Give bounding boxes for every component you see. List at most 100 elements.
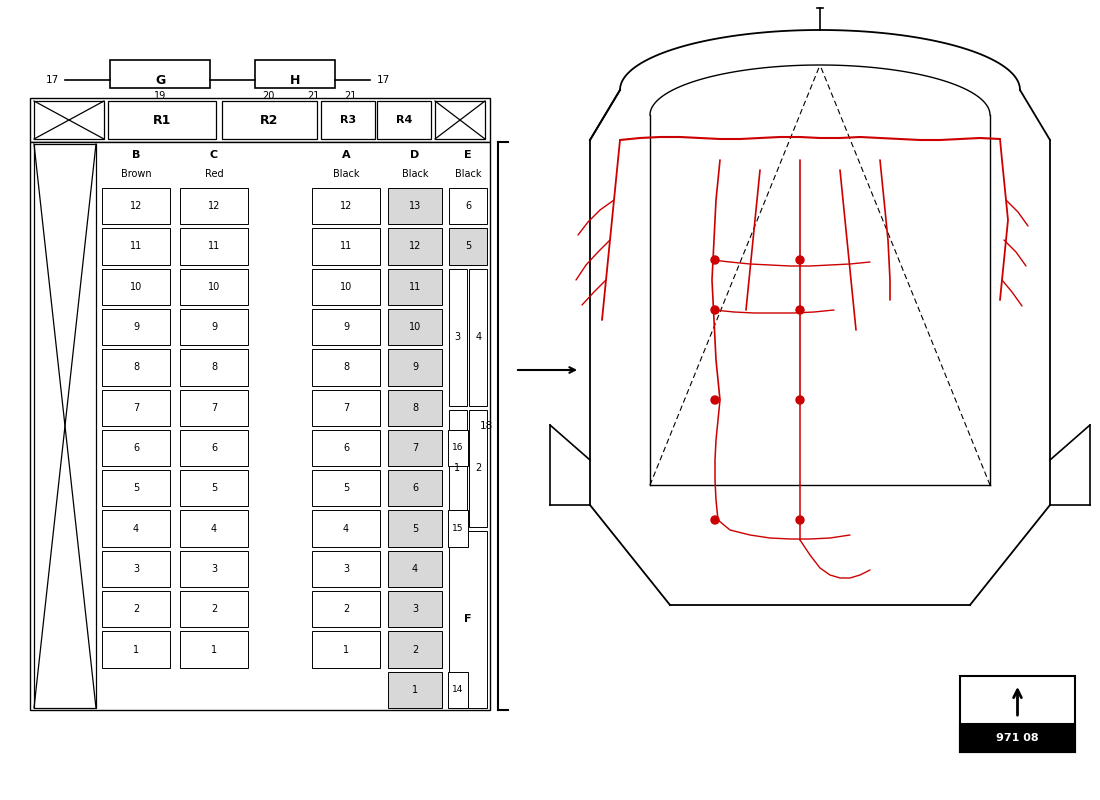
- Bar: [449, 228, 487, 265]
- Text: 2: 2: [343, 604, 349, 614]
- Bar: [449, 410, 468, 526]
- Bar: [102, 188, 170, 224]
- Text: 6: 6: [411, 483, 418, 494]
- Bar: [448, 430, 468, 466]
- Bar: [321, 101, 375, 139]
- Bar: [180, 350, 248, 386]
- Text: a passion for: a passion for: [208, 623, 452, 657]
- Text: 3: 3: [454, 332, 461, 342]
- Bar: [448, 510, 468, 546]
- Bar: [30, 142, 489, 710]
- Bar: [180, 269, 248, 305]
- Text: 3: 3: [133, 564, 139, 574]
- Bar: [388, 672, 442, 708]
- Bar: [449, 188, 487, 224]
- Bar: [960, 676, 1075, 752]
- Text: 4: 4: [411, 564, 418, 574]
- Text: 4: 4: [475, 332, 482, 342]
- Bar: [222, 101, 317, 139]
- Text: Black: Black: [454, 169, 482, 178]
- Text: 4: 4: [211, 524, 217, 534]
- Circle shape: [796, 516, 804, 524]
- Text: 21: 21: [307, 91, 319, 101]
- Circle shape: [796, 396, 804, 404]
- Text: 6: 6: [465, 201, 471, 211]
- Text: 7: 7: [211, 402, 217, 413]
- Text: 2: 2: [411, 645, 418, 654]
- Text: A: A: [342, 150, 350, 160]
- Bar: [102, 228, 170, 265]
- Text: R2: R2: [261, 114, 278, 126]
- Bar: [102, 430, 170, 466]
- Text: 16: 16: [452, 443, 464, 453]
- Text: 1: 1: [343, 645, 349, 654]
- Bar: [102, 591, 170, 627]
- Text: 6: 6: [211, 443, 217, 453]
- Text: 9: 9: [343, 322, 349, 332]
- Bar: [312, 269, 380, 305]
- Text: E: E: [464, 150, 472, 160]
- Text: 11: 11: [409, 282, 421, 292]
- Bar: [388, 309, 442, 346]
- Text: Brown: Brown: [121, 169, 152, 178]
- Bar: [448, 672, 468, 708]
- Text: Black: Black: [332, 169, 360, 178]
- Circle shape: [711, 396, 719, 404]
- Bar: [960, 724, 1075, 752]
- Text: 5: 5: [343, 483, 349, 494]
- Bar: [388, 390, 442, 426]
- Text: 2: 2: [475, 463, 482, 473]
- Bar: [102, 309, 170, 346]
- Text: 9: 9: [411, 362, 418, 372]
- Text: F: F: [464, 614, 472, 624]
- Text: euro: euro: [87, 506, 373, 614]
- Bar: [102, 550, 170, 587]
- Text: 8: 8: [411, 402, 418, 413]
- Text: R4: R4: [396, 115, 412, 125]
- Bar: [388, 591, 442, 627]
- Bar: [388, 510, 442, 546]
- Bar: [180, 390, 248, 426]
- Text: 17: 17: [376, 75, 389, 85]
- Bar: [312, 631, 380, 668]
- Bar: [102, 269, 170, 305]
- Text: 3: 3: [211, 564, 217, 574]
- Bar: [180, 228, 248, 265]
- Bar: [180, 188, 248, 224]
- Bar: [102, 350, 170, 386]
- Text: 21: 21: [344, 91, 356, 101]
- Bar: [30, 98, 489, 142]
- Text: 1: 1: [411, 685, 418, 695]
- Text: 9: 9: [133, 322, 139, 332]
- Text: Black: Black: [402, 169, 428, 178]
- Bar: [388, 228, 442, 265]
- Bar: [102, 510, 170, 546]
- Text: 3: 3: [343, 564, 349, 574]
- Text: 10: 10: [208, 282, 220, 292]
- Text: 15: 15: [452, 524, 464, 533]
- Bar: [34, 144, 96, 708]
- Bar: [388, 550, 442, 587]
- Text: 7: 7: [343, 402, 349, 413]
- Text: 12: 12: [208, 201, 220, 211]
- Text: 10: 10: [409, 322, 421, 332]
- Text: 1: 1: [133, 645, 139, 654]
- Text: 4: 4: [133, 524, 139, 534]
- Bar: [449, 269, 468, 406]
- Bar: [312, 430, 380, 466]
- Text: 12: 12: [340, 201, 352, 211]
- Text: Red: Red: [205, 169, 223, 178]
- Text: 8: 8: [211, 362, 217, 372]
- Bar: [469, 410, 487, 526]
- Bar: [312, 470, 380, 506]
- Circle shape: [711, 516, 719, 524]
- Text: 10: 10: [130, 282, 142, 292]
- Text: 12: 12: [409, 242, 421, 251]
- Text: H: H: [289, 74, 300, 86]
- Text: C: C: [210, 150, 218, 160]
- Bar: [449, 530, 487, 708]
- Bar: [110, 60, 210, 88]
- Text: 5: 5: [411, 524, 418, 534]
- Text: 1: 1: [211, 645, 217, 654]
- Bar: [312, 550, 380, 587]
